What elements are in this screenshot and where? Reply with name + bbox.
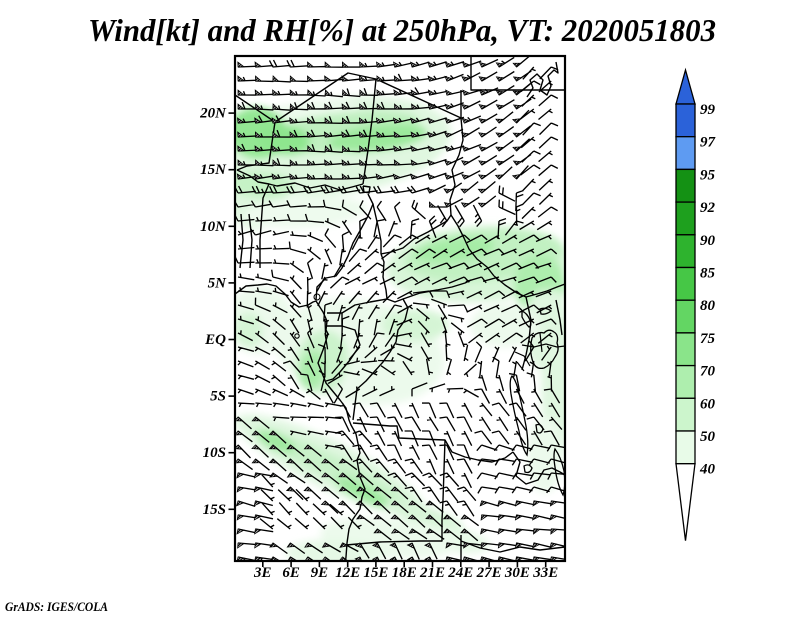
svg-text:12E: 12E xyxy=(335,565,360,581)
svg-text:40: 40 xyxy=(699,462,716,478)
svg-text:60: 60 xyxy=(700,396,716,412)
svg-text:10N: 10N xyxy=(200,219,227,235)
svg-text:33E: 33E xyxy=(532,565,558,581)
svg-text:Wind[kt] and RH[%] at 250hPa,: Wind[kt] and RH[%] at 250hPa, VT: 202005… xyxy=(88,13,716,48)
svg-text:80: 80 xyxy=(700,298,716,314)
svg-text:99: 99 xyxy=(700,102,716,118)
svg-text:6E: 6E xyxy=(282,565,300,581)
svg-text:3E: 3E xyxy=(253,565,272,581)
svg-text:9E: 9E xyxy=(311,565,329,581)
svg-text:GrADS: IGES/COLA: GrADS: IGES/COLA xyxy=(5,600,108,614)
svg-text:5S: 5S xyxy=(210,389,226,405)
svg-text:95: 95 xyxy=(700,167,716,183)
svg-text:5N: 5N xyxy=(208,275,228,291)
svg-text:50: 50 xyxy=(700,429,716,445)
svg-text:30E: 30E xyxy=(504,565,530,581)
svg-text:15E: 15E xyxy=(363,565,388,581)
svg-text:92: 92 xyxy=(700,200,716,216)
svg-text:10S: 10S xyxy=(203,445,226,461)
svg-text:70: 70 xyxy=(700,364,716,380)
svg-text:15N: 15N xyxy=(200,162,227,178)
svg-text:85: 85 xyxy=(700,266,716,282)
svg-text:27E: 27E xyxy=(476,565,502,581)
svg-text:EQ: EQ xyxy=(204,332,226,348)
svg-text:20N: 20N xyxy=(199,106,227,122)
svg-text:21E: 21E xyxy=(419,565,445,581)
svg-text:75: 75 xyxy=(700,331,716,347)
svg-text:15S: 15S xyxy=(203,502,226,518)
svg-text:24E: 24E xyxy=(447,565,473,581)
svg-text:90: 90 xyxy=(700,233,716,249)
svg-text:18E: 18E xyxy=(392,565,417,581)
svg-text:97: 97 xyxy=(700,135,716,151)
